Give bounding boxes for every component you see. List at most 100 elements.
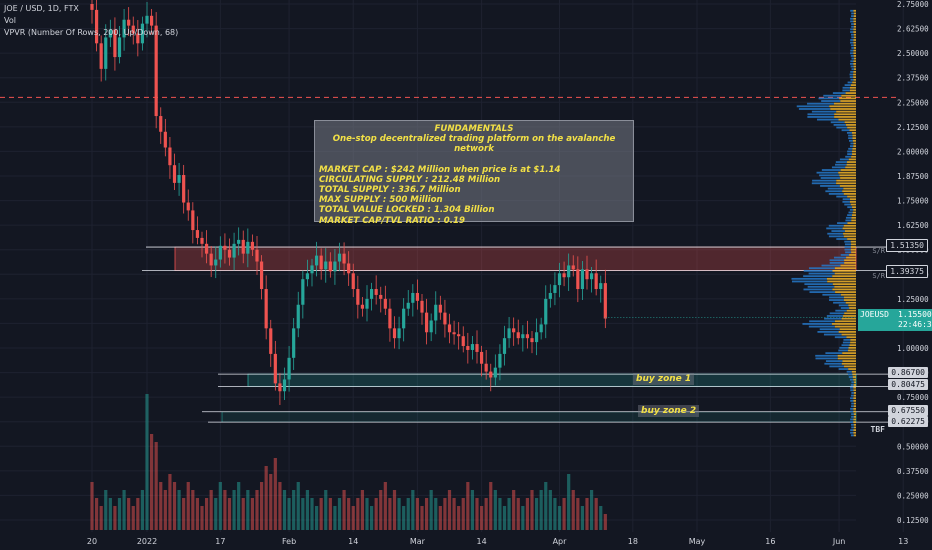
y-tick-label: 1.25000 bbox=[897, 295, 929, 304]
volume-profile-up bbox=[851, 57, 854, 60]
volume-profile-up bbox=[839, 346, 849, 349]
volume-profile-up bbox=[848, 376, 853, 378]
volume-bar bbox=[218, 482, 222, 530]
volume-profile-up bbox=[850, 407, 854, 410]
y-tick-label: 2.50000 bbox=[897, 49, 929, 58]
y-tick-label: 0.12500 bbox=[897, 516, 929, 525]
candle-body bbox=[296, 304, 300, 329]
volume-profile-up bbox=[842, 198, 851, 201]
vol-indicator-label[interactable]: Vol bbox=[4, 16, 16, 25]
volume-profile-down bbox=[840, 177, 856, 179]
candle-body bbox=[191, 210, 195, 231]
volume-profile-down bbox=[853, 142, 856, 145]
volume-bar bbox=[127, 498, 131, 530]
volume-profile-down bbox=[841, 94, 856, 97]
volume-profile-down bbox=[850, 338, 856, 341]
volume-bar bbox=[200, 506, 204, 530]
candle-body bbox=[204, 243, 209, 254]
volume-profile-up bbox=[803, 275, 833, 278]
volume-profile-up bbox=[849, 145, 854, 148]
candle-body bbox=[127, 19, 131, 26]
volume-profile-up bbox=[845, 155, 852, 158]
volume-profile-down bbox=[850, 248, 856, 251]
candle-body bbox=[273, 353, 277, 384]
candle-body bbox=[475, 344, 479, 352]
volume-profile-down bbox=[849, 89, 856, 92]
volume-profile-down bbox=[848, 158, 856, 161]
candle-body bbox=[434, 304, 438, 321]
volume-bar bbox=[402, 506, 406, 530]
volume-profile-down bbox=[841, 362, 856, 365]
fundamentals-line: TOTAL SUPPLY : 336.7 Million bbox=[319, 185, 461, 196]
volume-profile-up bbox=[834, 336, 847, 339]
candle-body bbox=[90, 4, 94, 10]
x-tick-label: Apr bbox=[553, 537, 568, 546]
volume-profile-up bbox=[851, 23, 854, 25]
volume-profile-down bbox=[832, 283, 856, 286]
volume-bar bbox=[388, 498, 392, 530]
volume-profile-down bbox=[853, 17, 856, 20]
sr-label-2: S/R bbox=[872, 272, 885, 280]
volume-profile-down bbox=[832, 288, 856, 291]
volume-profile-up bbox=[818, 97, 840, 100]
volume-profile-up bbox=[826, 315, 843, 317]
volume-bar bbox=[567, 474, 571, 530]
volume-profile-down bbox=[835, 291, 856, 293]
candle-body bbox=[186, 202, 190, 211]
volume-profile-up bbox=[836, 238, 848, 240]
volume-bar bbox=[113, 506, 117, 530]
volume-profile-up bbox=[850, 421, 854, 424]
volume-profile-down bbox=[853, 426, 856, 429]
candle-body bbox=[447, 324, 452, 333]
volume-profile-down bbox=[853, 70, 856, 73]
volume-bar bbox=[204, 498, 209, 530]
volume-bar bbox=[310, 498, 314, 530]
volume-profile-down bbox=[827, 280, 856, 283]
volume-profile-down bbox=[839, 185, 856, 187]
volume-profile-up bbox=[838, 349, 849, 352]
candle-body bbox=[319, 255, 323, 270]
candle-body bbox=[209, 253, 213, 266]
candle-body bbox=[461, 336, 465, 347]
volume-profile-up bbox=[850, 52, 854, 55]
volume-profile-down bbox=[830, 108, 856, 110]
symbol-title[interactable]: JOE / USD, 1D, FTX bbox=[4, 4, 79, 13]
buy-zone-1-label[interactable]: buy zone 1 bbox=[633, 373, 695, 385]
volume-profile-up bbox=[828, 224, 844, 227]
volume-profile-up bbox=[847, 81, 853, 84]
volume-bar bbox=[539, 490, 543, 530]
volume-profile-up bbox=[850, 399, 854, 402]
volume-bar bbox=[434, 498, 438, 530]
volume-profile-down bbox=[843, 296, 856, 299]
volume-profile-up bbox=[812, 179, 837, 182]
candle-body bbox=[420, 300, 424, 313]
fundamentals-note[interactable]: FUNDAMENTALS One-stop decentralized trad… bbox=[314, 120, 634, 226]
candle-body bbox=[516, 332, 520, 339]
volume-profile-up bbox=[798, 108, 831, 110]
candle-body bbox=[571, 265, 575, 270]
volume-profile-down bbox=[853, 405, 856, 408]
volume-profile-up bbox=[850, 65, 854, 68]
volume-profile-up bbox=[846, 370, 852, 373]
vpvr-indicator-label[interactable]: VPVR (Number Of Rows, 200, Up/Down, 68) bbox=[4, 28, 179, 37]
volume-profile-up bbox=[850, 17, 854, 20]
volume-bar bbox=[470, 490, 475, 530]
candle-body bbox=[177, 175, 181, 183]
volume-profile-up bbox=[850, 384, 854, 386]
candle-body bbox=[493, 367, 497, 378]
volume-profile-down bbox=[848, 349, 856, 352]
volume-profile-down bbox=[850, 198, 856, 201]
candle-body bbox=[388, 308, 392, 329]
candle-body bbox=[131, 25, 135, 34]
buy-zone-2-label[interactable]: buy zone 2 bbox=[638, 405, 700, 417]
x-tick-label: Feb bbox=[282, 537, 296, 546]
volume-profile-down bbox=[826, 277, 856, 280]
volume-bar bbox=[237, 482, 241, 530]
volume-bar bbox=[424, 498, 429, 530]
volume-profile-down bbox=[852, 150, 856, 153]
candle-body bbox=[356, 289, 360, 305]
volume-profile-up bbox=[844, 248, 851, 251]
fundamentals-line: MAX SUPPLY : 500 Million bbox=[319, 195, 443, 206]
volume-profile-down bbox=[853, 33, 856, 36]
